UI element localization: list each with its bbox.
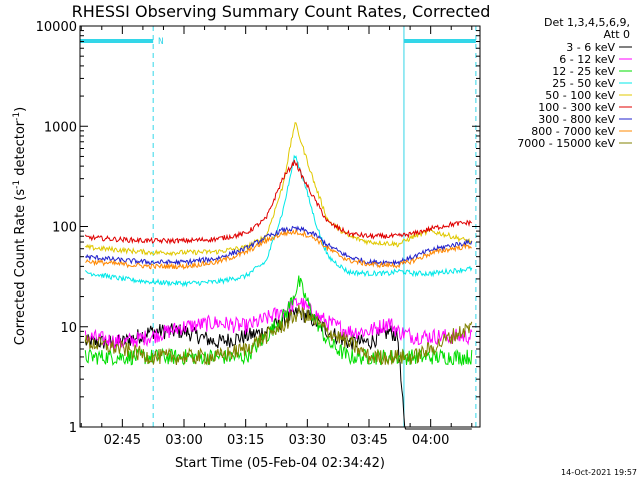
plot-area [80,26,480,427]
y-axis-label-sup1: -1 [12,180,22,189]
x-tick-label: 03:15 [227,433,264,448]
series-line-5 [84,159,473,245]
legend-entry-label: 3 - 6 keV [566,41,615,54]
series-line-8 [84,304,473,366]
legend-entry-label: 6 - 12 keV [559,53,615,66]
series-layer [84,122,473,430]
series-line-1 [84,295,473,350]
legend-entry-label: 25 - 50 keV [552,77,615,90]
series-line-7 [85,228,472,270]
x-tick-label: 02:45 [104,433,141,448]
x-axis: 02:45 03:00 03:15 03:30 03:45 04:00 [80,26,473,448]
x-tick-label: 03:30 [289,433,326,448]
y-axis-label-sup2: -1 [12,112,22,121]
legend-entry-label: 12 - 25 keV [552,65,615,78]
series-line-4 [84,122,473,257]
y-tick-label: 10000 [36,20,77,35]
series-line-3 [84,154,473,288]
legend-entry-label: 7000 - 15000 keV [517,137,615,150]
legend-entry-label: 50 - 100 keV [545,89,615,102]
legend-header-line2: Att 0 [604,28,630,41]
y-axis-label-end: ) [13,107,28,112]
legend-entry-label: 800 - 7000 keV [531,125,615,138]
y-tick-label: 1000 [44,120,77,135]
legend-entry-label: 300 - 800 keV [538,113,615,126]
x-tick-label: 04:00 [412,433,449,448]
y-tick-label: 1 [69,421,77,436]
legend-entry-label: 100 - 300 keV [538,101,615,114]
y-tick-label: 100 [52,221,77,236]
generation-timestamp: 14-Oct-2021 19:57 [561,468,637,477]
x-tick-label: 03:45 [350,433,387,448]
y-axis: 1 10 100 1000 10000 [36,20,480,436]
x-axis-label: Start Time (05-Feb-04 02:34:42) [175,456,385,471]
series-line-6 [84,225,473,267]
chart-title: RHESSI Observing Summary Count Rates, Co… [72,2,491,21]
x-tick-label: 03:00 [165,433,202,448]
legend-header-line1: Det 1,3,4,5,6,9, [544,16,630,29]
y-axis-label: Corrected Count Rate (s-1 detector-1) [12,107,28,345]
y-axis-label-mid: detector [13,120,28,180]
night-marker-label: N [158,37,163,47]
y-axis-label-main: Corrected Count Rate (s [13,189,28,346]
y-tick-label: 10 [60,321,77,336]
